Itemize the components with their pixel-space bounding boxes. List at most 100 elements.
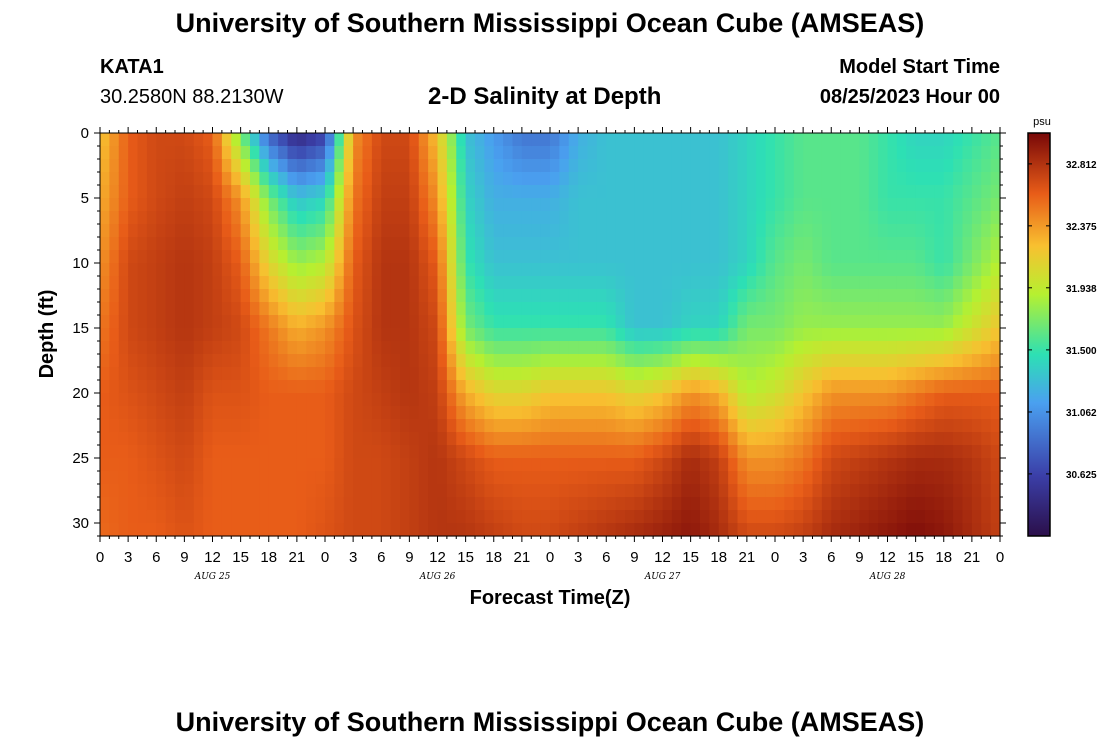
heatmap-cell [418,276,429,290]
heatmap-cell [962,458,973,472]
heatmap-cell [400,367,410,381]
heatmap-cell [521,185,532,199]
heatmap-cell [850,289,860,303]
heatmap-cell [175,237,185,251]
heatmap-cell [953,133,964,147]
heatmap-cell [850,367,860,381]
heatmap-cell [681,445,692,459]
heatmap-cell [568,510,579,524]
heatmap-cell [259,328,270,342]
heatmap-cell [634,419,645,433]
heatmap-cell [803,172,814,186]
heatmap-cell [540,185,551,199]
heatmap-cell [390,484,401,498]
heatmap-cell [878,237,889,251]
heatmap-cell [193,523,204,537]
heatmap-cell [831,510,842,524]
heatmap-cell [109,302,120,316]
heatmap-cell [840,497,851,511]
heatmap-cell [775,458,785,472]
heatmap-cell [268,406,279,420]
heatmap-cell [259,523,270,537]
heatmap-cell [221,419,232,433]
heatmap-cell [465,185,476,199]
heatmap-cell [475,523,485,537]
heatmap-cell [559,315,570,329]
heatmap-cell [587,302,598,316]
heatmap-cell [803,510,814,524]
heatmap-cell [156,237,167,251]
heatmap-cell [559,263,570,277]
y-tick-label: 15 [72,320,89,337]
heatmap-cell [268,276,279,290]
heatmap-cell [521,380,532,394]
heatmap-cell [653,354,664,368]
heatmap-cell [653,497,664,511]
heatmap-cell [737,289,748,303]
heatmap-cell [784,198,795,212]
heatmap-cell [990,237,1001,251]
heatmap-cell [671,289,682,303]
heatmap-cell [737,198,748,212]
heatmap-cell [878,419,889,433]
heatmap-cell [165,198,176,212]
heatmap-cell [943,289,954,303]
heatmap-cell [137,406,148,420]
heatmap-cell [259,484,270,498]
heatmap-cell [175,185,185,199]
heatmap-cell [156,484,167,498]
heatmap-cell [531,432,542,446]
heatmap-cell [953,445,964,459]
heatmap-cell [165,185,176,199]
heatmap-cell [746,315,757,329]
heatmap-cell [550,341,560,355]
heatmap-cell [531,237,542,251]
heatmap-cell [475,393,485,407]
heatmap-cell [821,393,832,407]
heatmap-cell [831,354,842,368]
heatmap-cell [625,289,635,303]
heatmap-cell [981,354,992,368]
heatmap-cell [840,159,851,173]
heatmap-cell [100,211,110,225]
heatmap-cell [493,250,504,264]
heatmap-cell [221,315,232,329]
heatmap-cell [709,432,720,446]
heatmap-cell [606,198,617,212]
heatmap-cell [728,146,739,160]
heatmap-cell [175,406,185,420]
heatmap-cell [568,237,579,251]
heatmap-cell [578,406,589,420]
heatmap-cell [521,523,532,537]
heatmap-cell [925,133,935,147]
heatmap-cell [437,224,448,238]
heatmap-cell [915,146,926,160]
heatmap-cell [409,367,420,381]
heatmap-cell [428,419,439,433]
heatmap-cell [184,263,195,277]
heatmap-cell [343,263,354,277]
heatmap-cell [521,237,532,251]
heatmap-cell [746,510,757,524]
heatmap-cell [240,419,251,433]
heatmap-cell [521,393,532,407]
heatmap-cell [896,432,907,446]
heatmap-cell [878,380,889,394]
heatmap-cell [193,393,204,407]
heatmap-cell [606,159,617,173]
heatmap-cell [240,432,251,446]
heatmap-cell [343,328,354,342]
heatmap-cell [625,237,635,251]
heatmap-cell [381,133,392,147]
heatmap-cell [625,367,635,381]
heatmap-cell [240,445,251,459]
heatmap-cell [475,497,485,511]
heatmap-cell [118,523,129,537]
heatmap-cell [484,471,495,485]
heatmap-cell [287,302,298,316]
heatmap-cell [775,276,785,290]
heatmap-cell [484,172,495,186]
heatmap-cell [109,432,120,446]
heatmap-cell [203,302,214,316]
heatmap-cell [137,393,148,407]
